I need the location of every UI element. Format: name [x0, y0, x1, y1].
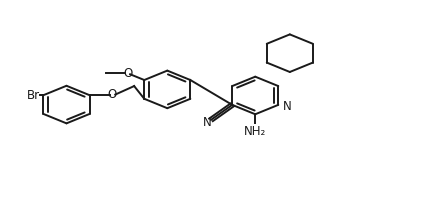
Text: N: N [203, 116, 212, 129]
Text: O: O [107, 88, 116, 101]
Text: NH₂: NH₂ [244, 125, 266, 138]
Text: O: O [124, 67, 133, 80]
Text: N: N [283, 100, 291, 113]
Text: Br: Br [27, 89, 40, 102]
